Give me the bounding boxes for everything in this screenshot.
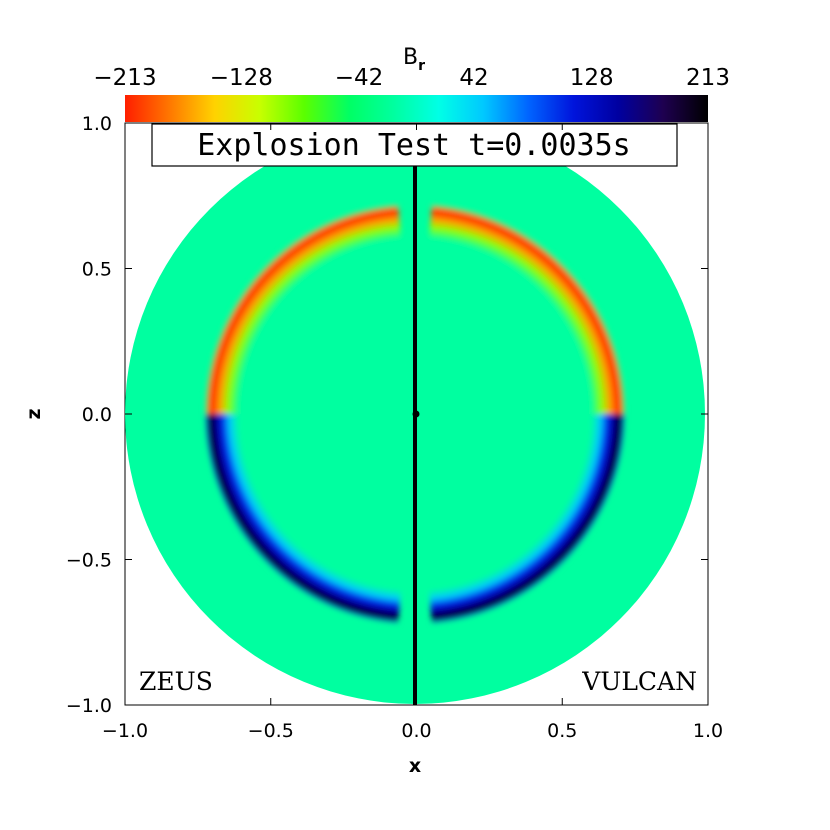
heatmap-field xyxy=(125,124,705,705)
x-tick-label: 1.0 xyxy=(693,720,723,742)
colorbar-bar xyxy=(125,95,708,122)
upper-shell-left xyxy=(204,204,415,414)
x-tick-label: 0.0 xyxy=(401,720,431,742)
x-tick-label: 0.5 xyxy=(547,720,577,742)
y-tick-label: 0.5 xyxy=(82,259,112,281)
y-axis: −1.0 −0.5 0.0 0.5 1.0 xyxy=(66,113,708,717)
y-axis-label: z xyxy=(23,408,45,419)
x-axis-label: x xyxy=(409,755,421,777)
x-tick-label: −1.0 xyxy=(102,720,148,742)
colorbar: Br −213 −128 −42 42 128 213 xyxy=(93,45,730,122)
x-axis: −1.0 −0.5 0.0 0.5 1.0 xyxy=(102,123,723,742)
colorbar-tick-label: −213 xyxy=(93,65,156,91)
y-tick-label: 1.0 xyxy=(82,113,112,135)
y-tick-label: 0.0 xyxy=(82,404,112,426)
colorbar-ticks: −213 −128 −42 42 128 213 xyxy=(93,65,730,91)
colorbar-tick-label: −42 xyxy=(335,65,384,91)
lower-shell-left xyxy=(204,414,415,624)
shell-features xyxy=(204,204,626,624)
lower-shell-right xyxy=(415,414,626,624)
colorbar-tick-label: −128 xyxy=(210,65,273,91)
upper-shell-right xyxy=(415,204,626,414)
title-box: Explosion Test t=0.0035s xyxy=(151,123,678,167)
y-tick-label: −0.5 xyxy=(66,550,112,572)
colorbar-label-sub: r xyxy=(418,58,425,74)
chart-title: Explosion Test t=0.0035s xyxy=(197,128,630,163)
plot-area: Explosion Test t=0.0035s ZEUS VULCAN −1.… xyxy=(23,113,723,777)
center-marker xyxy=(412,410,420,418)
x-tick-label: −0.5 xyxy=(248,720,294,742)
panel-label-left: ZEUS xyxy=(139,667,213,696)
panel-label-right: VULCAN xyxy=(581,667,697,696)
y-tick-label: −1.0 xyxy=(66,695,112,717)
colorbar-tick-label: 42 xyxy=(459,65,488,91)
colorbar-label: Br xyxy=(403,45,425,74)
colorbar-tick-label: 128 xyxy=(570,65,614,91)
colorbar-tick-label: 213 xyxy=(686,65,730,91)
